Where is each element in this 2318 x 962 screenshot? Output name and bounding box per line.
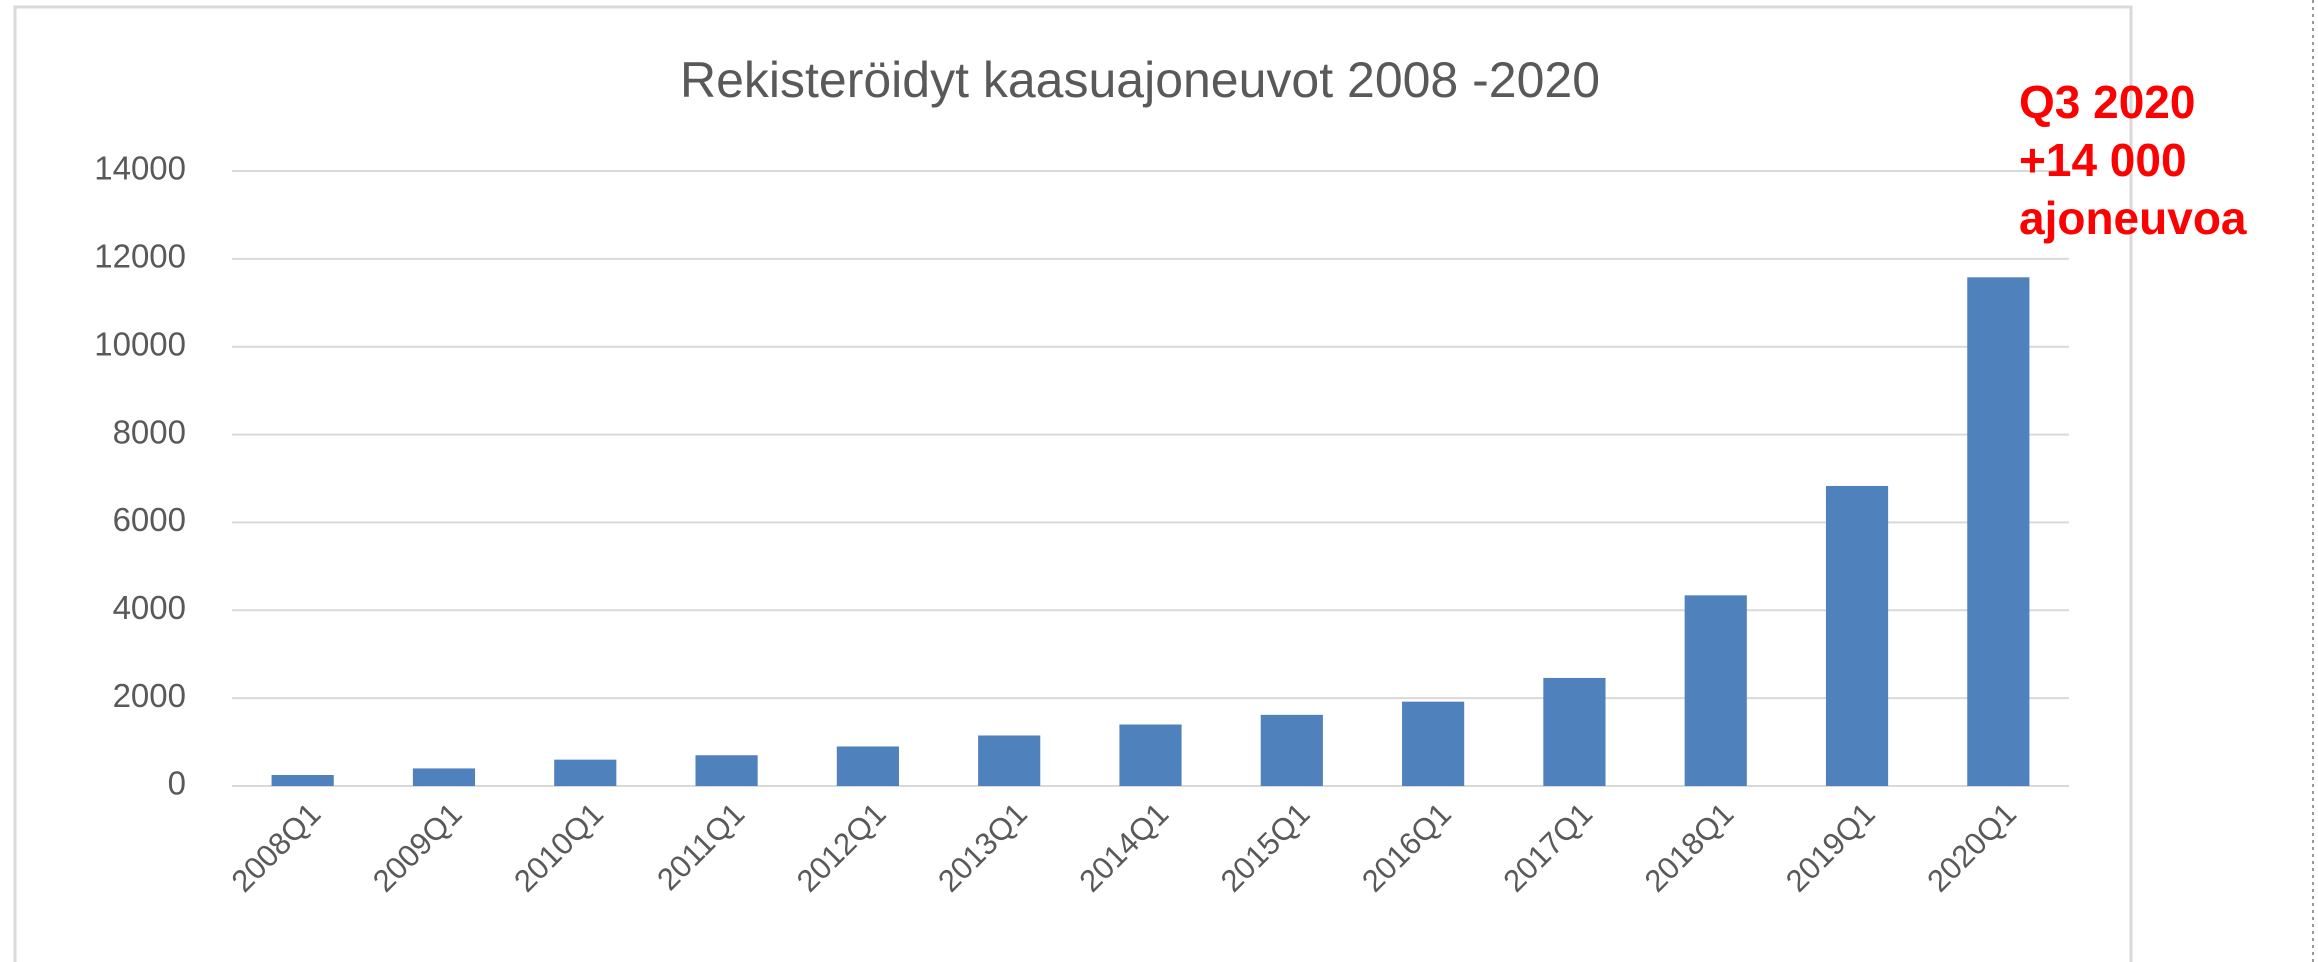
y-tick-label: 0 <box>168 765 186 802</box>
annotation: Q3 2020 <box>2019 76 2195 128</box>
y-tick-label: 8000 <box>113 413 186 450</box>
bar <box>978 735 1041 786</box>
bar <box>1260 714 1323 786</box>
annotation: ajoneuvoa <box>2019 192 2247 244</box>
y-tick-label: 12000 <box>94 238 186 275</box>
bar <box>271 775 334 786</box>
bar <box>554 759 617 786</box>
y-tick-label: 10000 <box>94 325 186 362</box>
y-tick-label: 14000 <box>94 150 186 187</box>
annotation: +14 000 <box>2019 134 2187 186</box>
bar <box>1119 724 1182 786</box>
y-tick-label: 2000 <box>113 677 186 714</box>
chart-title: Rekisteröidyt kaasuajoneuvot 2008 -2020 <box>680 52 1600 108</box>
bar <box>1825 485 1889 786</box>
chart-frame <box>13 5 2133 962</box>
bar <box>695 755 758 786</box>
bar <box>1402 701 1465 786</box>
bar <box>1684 595 1747 786</box>
bar <box>1967 277 2030 786</box>
bar <box>1543 677 1606 786</box>
y-tick-label: 4000 <box>113 589 186 626</box>
bar <box>412 768 476 786</box>
bar <box>836 746 899 786</box>
y-tick-label: 6000 <box>113 501 186 538</box>
